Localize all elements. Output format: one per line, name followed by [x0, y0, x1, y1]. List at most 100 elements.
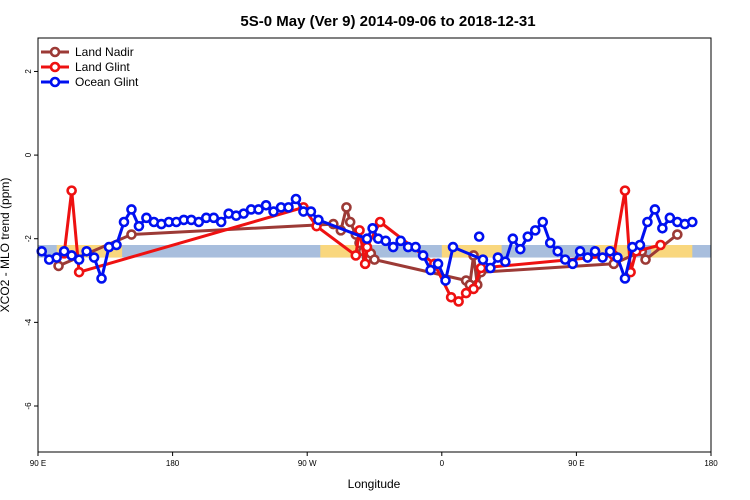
data-point-ocean-glint [485, 262, 496, 274]
data-point-ocean-glint [492, 252, 504, 263]
y-axis-label: XCO2 - MLO trend (ppm) [0, 178, 12, 313]
data-point-ocean-glint [664, 212, 676, 224]
data-point-ocean-glint [193, 216, 205, 228]
data-point-ocean-glint [81, 245, 92, 257]
data-point-ocean-glint [387, 241, 399, 253]
data-point-ocean-glint [515, 243, 526, 255]
data-point-ocean-glint [567, 258, 578, 270]
data-point-ocean-glint [141, 212, 152, 224]
y-tick-label: -6 [24, 402, 33, 410]
data-point-ocean-glint [238, 208, 249, 219]
legend-swatch-marker [49, 76, 61, 88]
data-point-land-glint [619, 185, 631, 196]
data-point-ocean-glint [58, 245, 70, 257]
data-point-land-nadir [53, 260, 64, 272]
data-point-ocean-glint [283, 202, 294, 213]
data-point-land-nadir [640, 254, 651, 265]
y-tick-label: -2 [24, 235, 33, 243]
series-layer [36, 185, 698, 307]
data-point-ocean-glint [417, 250, 429, 261]
data-point-ocean-glint [395, 235, 406, 247]
data-point-ocean-glint [208, 212, 220, 224]
data-point-ocean-glint [133, 220, 145, 232]
legend-item-land-nadir: Land Nadir [41, 45, 134, 59]
x-tick-label: 90 W [298, 459, 317, 468]
band-highlight [320, 245, 360, 258]
data-point-ocean-glint [589, 245, 601, 257]
data-point-ocean-glint [268, 206, 279, 217]
data-point-ocean-glint [552, 245, 564, 257]
data-point-land-glint [73, 266, 85, 278]
data-point-ocean-glint [473, 231, 485, 242]
data-point-ocean-glint [51, 252, 62, 263]
data-point-ocean-glint [649, 204, 661, 215]
data-point-ocean-glint [612, 252, 623, 263]
data-point-ocean-glint [642, 216, 653, 228]
data-point-ocean-glint [215, 216, 227, 228]
x-tick-label: 90 E [30, 459, 46, 468]
data-point-ocean-glint [687, 216, 698, 228]
data-point-land-nadir [341, 202, 352, 213]
data-point-land-glint [445, 291, 457, 303]
legend-label: Land Glint [75, 60, 130, 74]
data-point-ocean-glint [290, 193, 302, 205]
data-point-ocean-glint [367, 222, 378, 234]
data-point-ocean-glint [440, 275, 451, 286]
data-point-land-glint [359, 258, 371, 270]
data-point-land-nadir [369, 254, 380, 265]
data-point-ocean-glint [361, 233, 373, 245]
data-point-ocean-glint [657, 222, 668, 234]
data-point-ocean-glint [582, 252, 593, 263]
data-point-ocean-glint [619, 273, 631, 284]
x-tick-label: 180 [704, 459, 718, 468]
data-point-ocean-glint [410, 241, 421, 253]
data-point-land-glint [460, 287, 472, 299]
data-point-land-nadir [672, 229, 683, 240]
y-axis: 2 0 -2 -4 -6 [24, 69, 38, 410]
plot-frame [37, 37, 712, 453]
data-point-land-glint [374, 216, 386, 228]
data-point-ocean-glint [477, 254, 489, 265]
data-point-ocean-glint [253, 204, 264, 215]
data-point-land-glint [468, 283, 479, 295]
chart-title: 5S-0 May (Ver 9) 2014-09-06 to 2018-12-3… [240, 13, 535, 30]
data-point-land-glint [350, 250, 362, 261]
data-point-ocean-glint [118, 216, 130, 228]
data-point-ocean-glint [73, 254, 85, 265]
x-axis-label: Longitude [348, 477, 401, 491]
x-axis: 90 E 180 90 W 0 90 E 180 [30, 452, 718, 468]
data-point-ocean-glint [88, 252, 100, 263]
data-point-ocean-glint [305, 206, 317, 217]
data-point-ocean-glint [447, 241, 459, 253]
data-point-ocean-glint [574, 245, 586, 257]
data-point-ocean-glint [260, 199, 272, 211]
data-point-ocean-glint [507, 233, 519, 245]
data-point-ocean-glint [380, 235, 392, 247]
x-tick-label: 90 E [568, 459, 584, 468]
data-point-ocean-glint [529, 225, 541, 236]
data-point-land-nadir [344, 216, 356, 228]
data-point-ocean-glint [522, 231, 534, 242]
legend-item-ocean-glint: Ocean Glint [41, 75, 139, 89]
data-point-ocean-glint [500, 256, 511, 268]
data-point-ocean-glint [425, 264, 436, 276]
data-point-ocean-glint [597, 252, 608, 263]
data-point-ocean-glint [126, 204, 137, 215]
y-tick-label: 2 [24, 69, 33, 74]
data-point-ocean-glint [537, 216, 549, 228]
x-tick-label: 180 [166, 459, 180, 468]
legend-swatch-marker [49, 61, 61, 73]
data-point-land-glint [475, 262, 487, 274]
data-point-ocean-glint [559, 254, 571, 265]
data-point-ocean-glint [96, 273, 107, 284]
data-point-land-glint [361, 241, 373, 253]
y-tick-label: -4 [24, 318, 33, 326]
data-point-ocean-glint [544, 237, 556, 249]
legend-item-land-glint: Land Glint [41, 60, 130, 74]
data-point-ocean-glint [313, 214, 324, 226]
series-ocean-glint [36, 193, 698, 286]
data-point-ocean-glint [604, 245, 616, 257]
data-point-ocean-glint [66, 250, 77, 261]
